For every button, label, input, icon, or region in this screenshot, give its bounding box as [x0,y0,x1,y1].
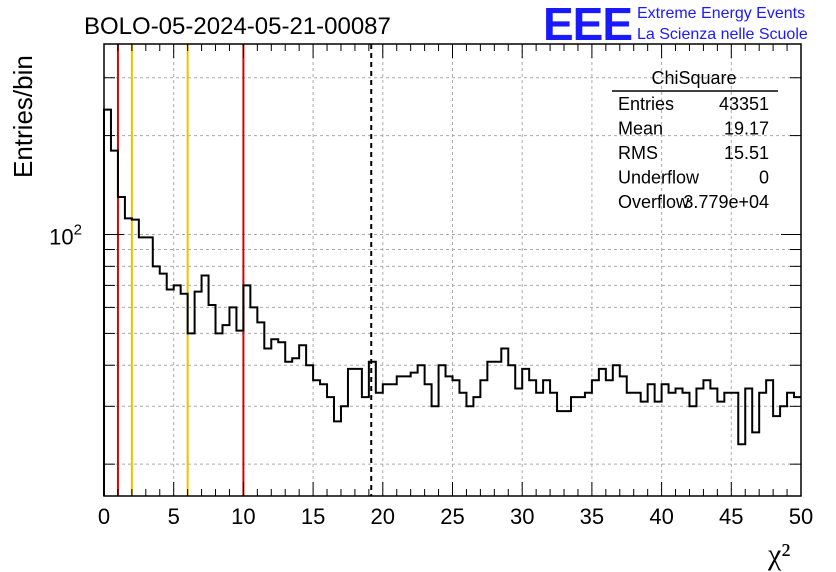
x-tick-label: 20 [371,504,395,529]
logo-line-1: Extreme Energy Events [637,5,805,22]
grid-lines [104,44,801,496]
stats-row-value: 43351 [719,94,769,114]
stats-row-value: 0 [759,168,769,188]
vertical-marker-lines [116,44,373,496]
stats-row-label: RMS [618,143,658,163]
x-tick-label: 25 [440,504,464,529]
logo-line-2: La Scienza nelle Scuole [637,26,808,43]
y-axis-label: Entries/bin [8,55,38,178]
x-tick-label: 5 [168,504,180,529]
histogram-series [103,108,801,496]
stats-box-title: ChiSquare [651,68,736,88]
stats-row-value: 19.17 [724,119,769,139]
x-tick-label: 30 [510,504,534,529]
y-tick-label: 102 [49,221,82,249]
x-tick-label: 15 [301,504,325,529]
x-tick-label: 45 [719,504,743,529]
stats-row-label: Overflow [618,192,690,212]
eee-logo: EEE Extreme Energy Events La Scienza nel… [543,0,808,50]
stats-row-label: Entries [618,94,674,114]
x-tick-label: 40 [649,504,673,529]
stats-row-label: Mean [618,119,663,139]
x-axis-label: χ² [767,538,790,571]
x-tick-label: 35 [580,504,604,529]
stats-row-value: 3.779e+04 [683,192,769,212]
tick-labels: 0 5 10 15 20 25 30 35 40 45 50 102 [49,221,813,529]
stats-box: ChiSquare Entries 43351 Mean 19.17 RMS 15.51 U… [612,68,778,212]
x-tick-label: 0 [98,504,110,529]
plot-frame [103,43,802,497]
stats-row-label: Underflow [618,168,700,188]
logo-letters: EEE [543,0,632,50]
stats-row-value: 15.51 [724,143,769,163]
x-tick-label: 50 [789,504,813,529]
x-tick-label: 10 [231,504,255,529]
chart-title: BOLO-05-2024-05-21-00087 [84,13,391,40]
histogram-outline [103,108,801,496]
